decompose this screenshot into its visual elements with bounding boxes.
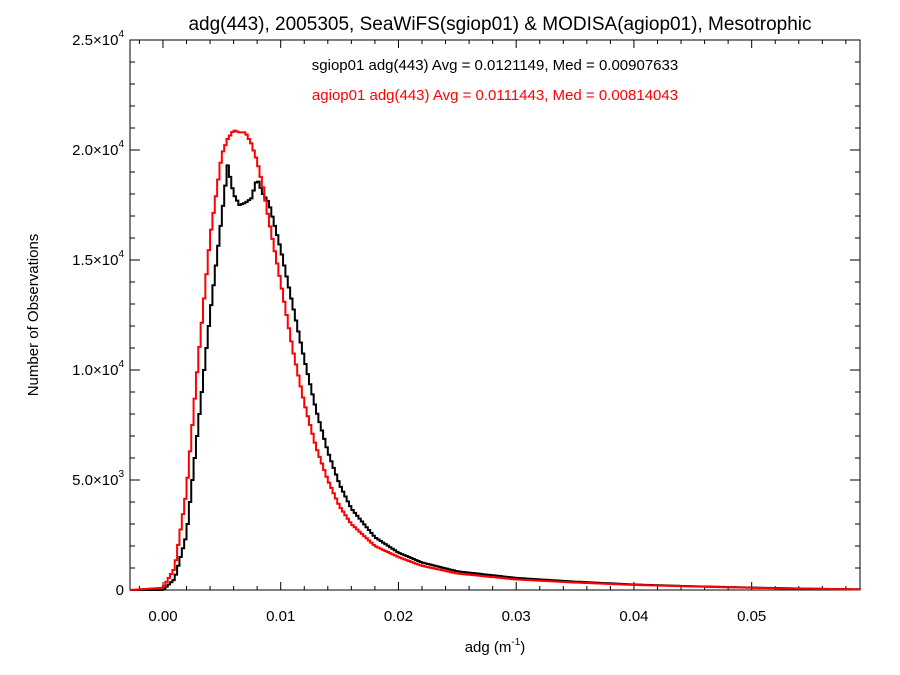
x-tick-label-1: 0.01 xyxy=(266,608,295,625)
y-tick-mantissa-0: 0 xyxy=(116,582,124,599)
x-tick-label-2: 0.02 xyxy=(384,608,413,625)
x-axis-label-main: adg (m xyxy=(465,639,512,656)
y-tick-exponent-4: 4 xyxy=(118,139,124,150)
series-line-0 xyxy=(130,164,861,591)
x-tick-label-0: 0.00 xyxy=(148,608,177,625)
x-axis-label-suffix: ) xyxy=(520,639,525,656)
y-tick-label-5: 2.5×104 xyxy=(72,29,124,49)
y-tick-exponent-2: 4 xyxy=(118,359,124,370)
chart-title: adg(443), 2005305, SeaWiFS(sgiop01) & MO… xyxy=(188,14,811,35)
y-tick-mantissa-1: 5.0×10 xyxy=(72,472,118,489)
x-tick-label-4: 0.04 xyxy=(619,608,648,625)
y-tick-mantissa-5: 2.5×10 xyxy=(72,32,118,49)
y-tick-mantissa-2: 1.0×10 xyxy=(72,362,118,379)
y-tick-label-1: 5.0×103 xyxy=(72,469,124,489)
x-axis-label-exponent: -1 xyxy=(511,637,520,648)
plot-frame xyxy=(129,39,861,591)
y-tick-label-3: 1.5×104 xyxy=(72,249,124,269)
series-layer xyxy=(130,129,861,591)
y-tick-label-4: 2.0×104 xyxy=(72,139,124,159)
y-tick-exponent-1: 3 xyxy=(118,469,124,480)
x-axis-label: adg (m-1) xyxy=(465,637,526,656)
y-tick-label-0: 0 xyxy=(116,582,124,599)
y-tick-label-2: 1.0×104 xyxy=(72,359,124,379)
legend-entry-agiop01: agiop01 adg(443) Avg = 0.0111443, Med = … xyxy=(312,87,678,104)
y-axis-label: Number of Observations xyxy=(25,234,42,397)
y-tick-mantissa-4: 2.0×10 xyxy=(72,142,118,159)
plot-area: 0.00 0.01 0.02 0.03 0.04 0.05 05.0×1031.0×104… xyxy=(72,29,861,625)
legend-entry-sgiop01: sgiop01 adg(443) Avg = 0.0121149, Med = … xyxy=(312,57,678,74)
x-tick-label-3: 0.03 xyxy=(502,608,531,625)
x-axis-ticks: 0.00 0.01 0.02 0.03 0.04 0.05 xyxy=(138,40,847,625)
y-tick-exponent-5: 4 xyxy=(118,29,124,40)
series-line-1 xyxy=(130,129,861,591)
x-tick-label-5: 0.05 xyxy=(737,608,766,625)
y-tick-exponent-3: 4 xyxy=(118,249,124,260)
y-tick-mantissa-3: 1.5×10 xyxy=(72,252,118,269)
